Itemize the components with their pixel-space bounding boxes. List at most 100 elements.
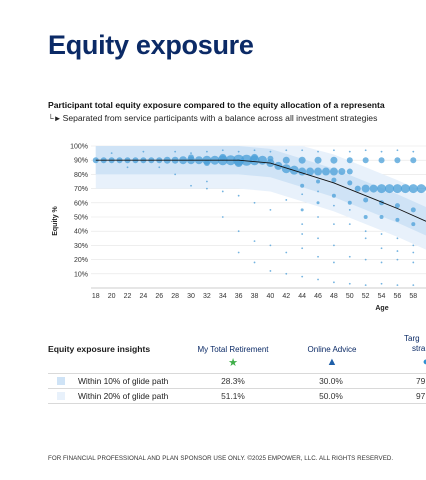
table-divider [48,403,426,404]
x-tick-label: 34 [219,293,227,300]
data-dot [380,247,383,250]
data-dot [253,201,256,204]
data-bubble [410,207,416,213]
data-dot [333,281,335,284]
data-bubble [392,184,402,194]
data-bubble [395,217,400,222]
swatch-within-10 [57,377,65,385]
data-dot [253,149,256,152]
y-tick-label: 80% [74,172,88,179]
cell-target-within-10: 79 [416,376,426,386]
data-bubble [203,160,210,167]
y-tick-label: 10% [74,271,88,278]
data-bubble [354,185,361,192]
cell-oa-within-10: 30.0% [319,376,343,386]
cell-oa-within-20: 50.0% [319,391,343,401]
data-dot [142,150,145,153]
data-bubble [282,156,290,164]
x-tick-label: 58 [409,293,417,300]
data-dot [285,251,288,254]
data-dot [269,150,272,153]
data-dot [364,284,367,287]
cell-target-within-20: 97 [416,391,426,401]
y-tick-label: 20% [74,257,88,264]
data-dot [317,278,319,281]
y-tick-label: 70% [74,186,88,193]
data-dot [396,258,399,261]
data-dot [396,149,399,152]
x-tick-label: 56 [394,293,402,300]
table-divider [48,388,426,389]
chart-heading: Participant total equity exposure compar… [48,100,385,110]
data-dot [269,209,272,211]
data-dot [206,180,208,183]
data-dot [110,152,113,155]
data-dot [396,250,399,252]
data-bubble [331,177,337,183]
data-dot [126,166,129,169]
data-dot [237,194,240,197]
table-divider [48,373,426,374]
data-bubble [378,157,385,164]
x-tick-label: 28 [171,293,179,300]
data-bubble [306,167,315,176]
data-bubble [384,184,394,194]
x-tick-label: 18 [92,293,100,300]
row-label-within-20: Within 20% of glide path [78,391,169,401]
x-tick-label: 24 [139,293,147,300]
data-bubble [219,153,227,161]
data-bubble [377,184,387,194]
data-dot [190,184,192,187]
data-dot [221,216,224,218]
band-within-10 [95,146,426,236]
data-bubble [411,222,416,227]
data-bubble [331,193,336,198]
x-tick-label: 20 [108,293,116,300]
column-header-online-advice: Online Advice [307,345,357,354]
row-label-within-10: Within 10% of glide path [78,376,169,386]
data-bubble [400,184,410,194]
data-dot [301,149,304,152]
data-bubble [379,215,384,219]
data-bubble [346,157,353,164]
glide-path-line [95,159,426,222]
data-dot [301,223,304,226]
data-dot [412,284,415,287]
data-dot [333,261,335,264]
page-title: Equity exposure [48,30,254,60]
x-tick-label: 52 [362,293,370,300]
data-bubble [394,157,401,164]
data-dot [221,149,224,152]
x-tick-label: 44 [298,293,306,300]
half-circle-icon: ◐ [419,356,426,368]
data-dot [237,230,240,233]
data-dot [158,166,161,169]
data-bubble [298,156,306,164]
x-tick-label: 40 [267,293,275,300]
data-dot [253,240,256,243]
data-bubble [329,167,338,176]
data-dot [317,216,319,218]
data-dot [253,261,256,264]
data-dot [333,204,335,207]
y-tick-label: 40% [74,229,88,236]
triangle-icon: ▲ [326,356,338,368]
data-dot [285,199,288,201]
data-dot [396,237,399,240]
footer-disclaimer: FOR FINANCIAL PROFESSIONAL AND PLAN SPON… [48,455,394,462]
x-axis-label: Age [375,305,388,312]
x-tick-label: 46 [314,293,322,300]
cell-mtr-within-20: 51.1% [221,391,245,401]
data-bubble [330,156,338,164]
y-tick-label: 60% [74,200,88,207]
data-dot [317,150,319,153]
data-dot [380,261,383,264]
data-dot [380,233,383,235]
data-dot [364,258,367,261]
column-header-target-line1: Targ [404,334,420,343]
data-dot [412,244,415,247]
chart-subheading: └►Separated from service participants wi… [48,113,377,123]
y-tick-label: 30% [74,243,88,250]
x-tick-label: 22 [124,293,132,300]
data-dot [285,272,288,275]
